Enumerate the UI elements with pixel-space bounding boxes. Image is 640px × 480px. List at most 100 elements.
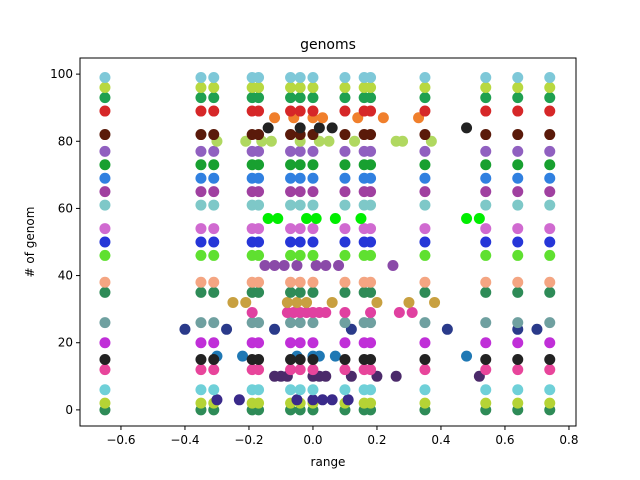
point	[310, 260, 322, 272]
point	[285, 337, 297, 349]
point	[480, 71, 492, 83]
point	[253, 249, 265, 261]
point	[307, 199, 319, 211]
point	[208, 186, 220, 198]
point	[349, 135, 361, 147]
x-axis-label: range	[311, 455, 346, 469]
point	[285, 317, 297, 329]
point	[339, 276, 351, 288]
point	[285, 129, 297, 141]
point	[269, 260, 281, 272]
point	[195, 249, 207, 261]
point	[461, 212, 473, 224]
point	[320, 260, 332, 272]
point	[99, 286, 111, 298]
point	[429, 296, 441, 308]
point	[365, 354, 377, 366]
point	[307, 384, 319, 396]
point	[307, 186, 319, 198]
point	[285, 354, 297, 366]
point	[208, 92, 220, 104]
point	[365, 317, 377, 329]
point	[195, 317, 207, 329]
point	[544, 159, 556, 171]
point	[285, 276, 297, 288]
point	[294, 276, 306, 288]
point	[99, 354, 111, 366]
point	[301, 212, 313, 224]
point	[195, 354, 207, 366]
point	[419, 186, 431, 198]
x-tick-label: −0.6	[106, 433, 135, 447]
point	[419, 276, 431, 288]
point	[544, 354, 556, 366]
point	[339, 223, 351, 235]
point	[253, 364, 265, 376]
point	[294, 364, 306, 376]
point	[544, 249, 556, 261]
point	[544, 223, 556, 235]
point	[339, 236, 351, 248]
point	[365, 249, 377, 261]
point	[227, 296, 239, 308]
point	[294, 122, 306, 134]
point	[99, 172, 111, 184]
point	[544, 286, 556, 298]
point	[512, 337, 524, 349]
point	[285, 92, 297, 104]
point	[339, 172, 351, 184]
point	[294, 186, 306, 198]
point	[473, 212, 485, 224]
point	[419, 172, 431, 184]
point	[544, 129, 556, 141]
point	[281, 296, 293, 308]
point	[307, 317, 319, 329]
y-tick-label: 0	[65, 403, 73, 417]
point	[339, 105, 351, 117]
point	[544, 186, 556, 198]
point	[512, 92, 524, 104]
point	[480, 337, 492, 349]
point	[512, 317, 524, 329]
point	[294, 199, 306, 211]
point	[195, 145, 207, 157]
point	[419, 92, 431, 104]
point	[342, 394, 354, 406]
point	[377, 112, 389, 124]
point	[195, 236, 207, 248]
point	[339, 249, 351, 261]
point	[291, 296, 303, 308]
point	[99, 145, 111, 157]
point	[317, 394, 329, 406]
point	[285, 71, 297, 83]
point	[208, 364, 220, 376]
point	[419, 159, 431, 171]
point	[355, 212, 367, 224]
point	[179, 323, 191, 335]
point	[294, 105, 306, 117]
point	[317, 112, 329, 124]
point	[208, 159, 220, 171]
point	[208, 71, 220, 83]
point	[480, 276, 492, 288]
point	[99, 71, 111, 83]
point	[208, 276, 220, 288]
point	[326, 394, 338, 406]
point	[339, 71, 351, 83]
point	[208, 317, 220, 329]
point	[339, 384, 351, 396]
point	[544, 105, 556, 117]
x-tick-label: 0.2	[367, 433, 386, 447]
point	[544, 337, 556, 349]
y-tick-label: 80	[58, 134, 73, 148]
point	[285, 286, 297, 298]
point	[253, 337, 265, 349]
point	[285, 145, 297, 157]
point	[480, 92, 492, 104]
point	[285, 384, 297, 396]
point	[419, 249, 431, 261]
point	[365, 286, 377, 298]
point	[294, 236, 306, 248]
point	[285, 186, 297, 198]
point	[544, 172, 556, 184]
